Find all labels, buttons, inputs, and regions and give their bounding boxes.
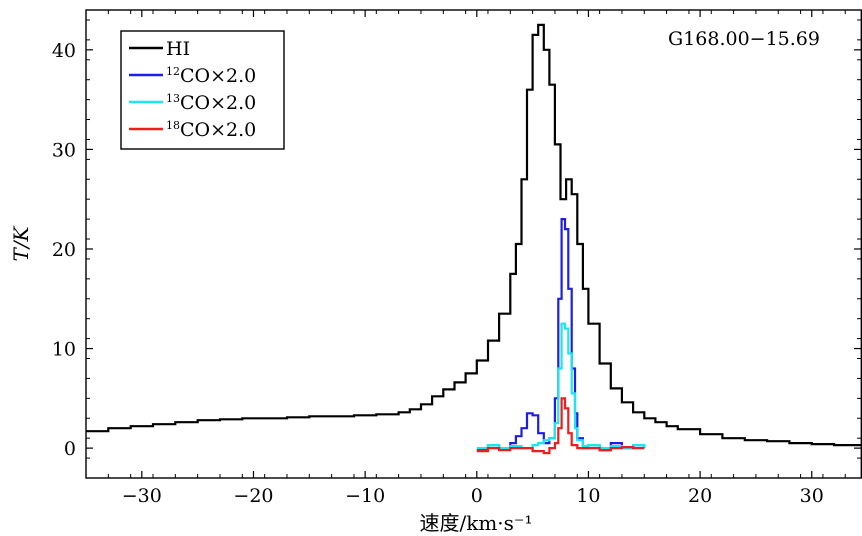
x-tick-label: 30 — [800, 485, 824, 507]
series-layer — [86, 23, 862, 455]
x-tick-label: 10 — [576, 485, 600, 507]
legend-label-1: 12CO×2.0 — [166, 65, 256, 87]
legend-items: HI 12CO×2.0 13CO×2.0 18CO×2.0 — [129, 38, 256, 141]
x-tick-label: 20 — [688, 485, 712, 507]
plot-frame — [85, 9, 862, 479]
x-tick-label: −10 — [345, 485, 385, 507]
x-axis-label: 速度/km·s⁻¹ — [419, 511, 532, 535]
legend-label-2: 13CO×2.0 — [166, 92, 256, 114]
legend-label-0: HI — [166, 38, 190, 60]
legend-label-3: 18CO×2.0 — [166, 119, 256, 141]
object-label: G168.00−15.69 — [668, 28, 820, 50]
x-tick-label: 0 — [471, 485, 483, 507]
series-line-3 — [476, 397, 645, 455]
y-axis-label: T/K — [9, 225, 33, 261]
y-tick-label: 40 — [52, 40, 76, 62]
tick-labels-layer: −30 −20 −10 0 10 20 30 0 10 20 30 40 — [52, 40, 824, 507]
y-tick-label: 20 — [52, 239, 76, 261]
x-tick-label: −30 — [122, 485, 162, 507]
series-line-2 — [476, 322, 646, 450]
y-tick-label: 0 — [64, 438, 76, 460]
ticks-layer — [85, 10, 861, 479]
legend: HI 12CO×2.0 13CO×2.0 18CO×2.0 — [120, 30, 285, 150]
y-tick-label: 10 — [52, 339, 76, 361]
x-tick-label: −20 — [233, 485, 273, 507]
series-line-0 — [86, 23, 862, 447]
y-tick-label: 30 — [52, 139, 76, 161]
